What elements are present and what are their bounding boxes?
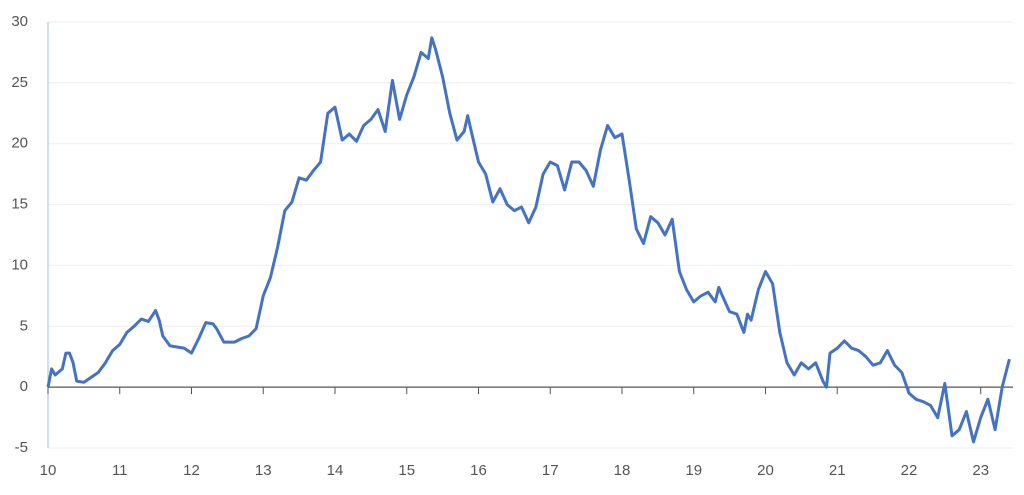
y-tick-label: 0: [20, 378, 28, 395]
x-tick-label: 20: [757, 462, 774, 479]
y-tick-label: 15: [11, 196, 28, 213]
x-tick-label: 21: [829, 462, 846, 479]
x-tick-label: 13: [255, 462, 272, 479]
x-tick-label: 15: [398, 462, 415, 479]
x-tick-label: 10: [40, 462, 57, 479]
x-tick-label: 14: [327, 462, 344, 479]
y-tick-label: 5: [20, 317, 28, 334]
x-tick-label: 23: [972, 462, 989, 479]
x-tick-label: 19: [685, 462, 702, 479]
y-tick-label: 20: [11, 135, 28, 152]
x-tick-label: 22: [901, 462, 918, 479]
y-tick-label: 25: [11, 74, 28, 91]
x-tick-label: 16: [470, 462, 487, 479]
x-tick-label: 12: [183, 462, 200, 479]
y-tick-label: 10: [11, 256, 28, 273]
data-line: [46, 36, 1011, 444]
x-tick-label: 17: [542, 462, 559, 479]
y-tick-label: 30: [11, 13, 28, 30]
y-tick-label: -5: [15, 439, 28, 456]
x-tick-label: 18: [614, 462, 631, 479]
x-tick-label: 11: [112, 462, 128, 479]
